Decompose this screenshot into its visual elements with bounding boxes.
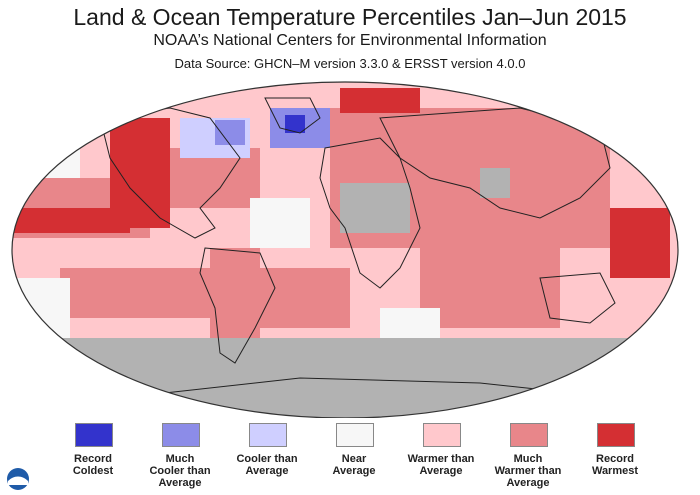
atlantic-near-average xyxy=(250,198,310,248)
legend-label: Near Average xyxy=(319,453,389,477)
legend-label: Much Cooler than Average xyxy=(145,453,215,489)
legend-label-line: Warmer than xyxy=(494,465,562,477)
legend-swatch xyxy=(336,423,374,447)
north-america-warm xyxy=(110,118,170,228)
legend-label-line: Warmer than xyxy=(407,453,475,465)
south-america-outline xyxy=(199,247,276,364)
globe-border xyxy=(11,81,679,418)
legend-label-line: Average xyxy=(506,477,550,489)
legend-label-line: Much xyxy=(513,453,543,465)
legend-label-line: Coldest xyxy=(72,465,114,477)
legend-item: Much Warmer than Average xyxy=(495,423,600,489)
noaa-logo-icon xyxy=(7,468,29,490)
legend-item: Much Cooler than Average xyxy=(149,423,252,489)
legend-label: Record Warmest xyxy=(580,453,650,477)
legend-label-line: Near xyxy=(341,453,367,465)
legend-label-line: Cooler than xyxy=(149,465,211,477)
legend-swatch xyxy=(162,423,200,447)
legend-label: Much Warmer than Average xyxy=(493,453,563,489)
legend-item: Record Coldest xyxy=(73,423,165,477)
legend-swatch xyxy=(249,423,287,447)
pacific-near-average xyxy=(12,278,70,338)
map-title: Land & Ocean Temperature Percentiles Jan… xyxy=(73,4,627,30)
legend-label-line: Record xyxy=(74,453,112,465)
legend-label: Record Coldest xyxy=(58,453,128,477)
map-subtitle: NOAA’s National Centers for Environmenta… xyxy=(153,32,547,49)
legend-label-line: Average xyxy=(332,465,376,477)
north-america-outline xyxy=(99,107,241,239)
africa-nodata xyxy=(340,183,410,233)
south-atlantic-warm xyxy=(250,268,350,328)
legend-item: Near Average xyxy=(332,423,426,477)
greenland-outline xyxy=(264,97,321,134)
indian-ocean-warm xyxy=(420,248,560,328)
canada-much-cooler xyxy=(215,120,245,145)
legend-label-line: Warmest xyxy=(591,465,639,477)
legend-swatch xyxy=(597,423,635,447)
europe-africa-outline xyxy=(319,137,421,289)
west-pacific-record xyxy=(610,208,670,278)
data-source: Data Source: GHCN–M version 3.3.0 & ERSS… xyxy=(174,56,526,71)
legend-label-line: Record xyxy=(596,453,634,465)
legend-label-line: Average xyxy=(158,477,202,489)
legend-label: Warmer than Average xyxy=(406,453,476,477)
south-pacific-warm xyxy=(60,268,220,318)
legend-label-line: Average xyxy=(245,465,289,477)
legend-item: Warmer than Average xyxy=(408,423,513,477)
central-asia-nodata xyxy=(480,168,510,198)
legend-label: Cooler than Average xyxy=(232,453,302,477)
legend-swatch xyxy=(510,423,548,447)
legend-swatch xyxy=(75,423,113,447)
southern-ocean-nodata xyxy=(12,338,678,418)
legend-label-line: Much xyxy=(165,453,195,465)
labrador-sea-coldest xyxy=(285,115,305,133)
legend-item: Record Warmest xyxy=(592,423,687,477)
legend-swatch xyxy=(423,423,461,447)
world-percentile-map xyxy=(11,81,679,418)
arctic-record xyxy=(340,88,420,113)
australia-outline xyxy=(539,272,616,324)
legend-item: Cooler than Average xyxy=(236,423,339,477)
legend-label-line: Average xyxy=(419,465,463,477)
legend-label-line: Cooler than xyxy=(236,453,298,465)
